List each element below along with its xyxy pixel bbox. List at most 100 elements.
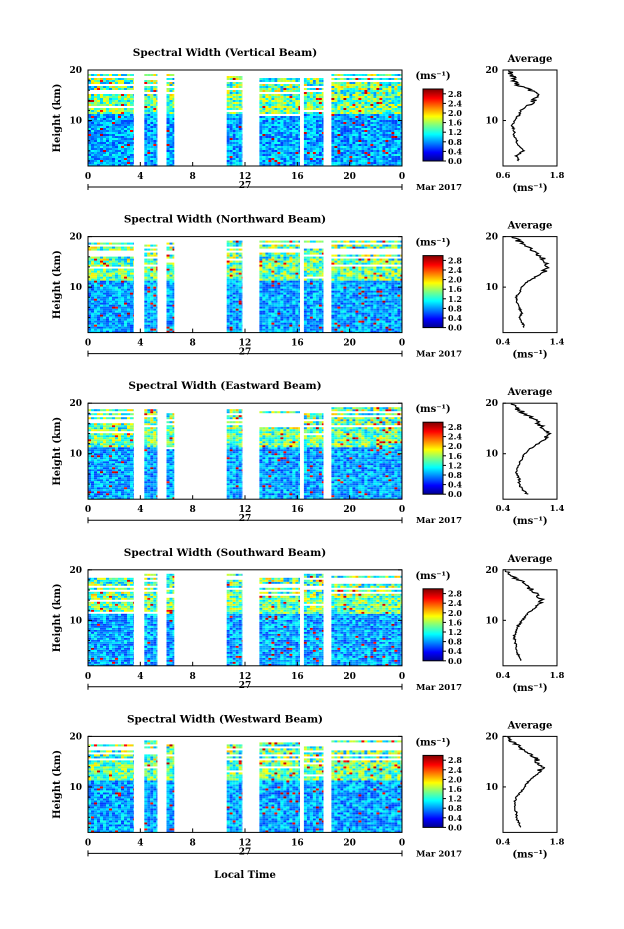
colorbar-tick-label: 1.2: [448, 127, 462, 137]
colorbar-tick-label: 0.4: [448, 480, 462, 490]
heatmap-cells: [88, 407, 402, 500]
colorbar-tick-label: 2.4: [448, 598, 462, 608]
y-tick-label: 20: [69, 233, 82, 243]
colorbar-tick-label: 1.6: [448, 118, 462, 128]
date-label: 27: [239, 181, 252, 191]
colorbar-tick-label: 0.8: [448, 803, 462, 813]
x-tick-label: 4: [137, 505, 143, 515]
y-axis-label: Height (km): [52, 583, 63, 652]
heatmap-cells: [88, 573, 402, 666]
colorbar-unit: (ms⁻¹): [415, 238, 450, 249]
profile-y-tick-label: 10: [485, 117, 498, 127]
colorbar-unit: (ms⁻¹): [415, 571, 450, 582]
panel-3: Spectral Width (Eastward Beam) 10 20 Height…: [52, 380, 564, 527]
x-tick-label: 0: [85, 672, 91, 682]
month-label: Mar 2017: [416, 350, 462, 360]
x-tick-label: 20: [343, 838, 356, 848]
profile-x-tick-label: 0.4: [496, 504, 511, 514]
colorbar-tick-label: 2.4: [448, 432, 462, 442]
panel-title: Spectral Width (Vertical Beam): [133, 47, 317, 59]
profile-title: Average: [507, 387, 553, 398]
x-tick-label: 12: [239, 339, 252, 349]
y-tick-label: 20: [69, 732, 82, 742]
colorbar-tick-label: 0.4: [448, 646, 462, 656]
date-label: 27: [239, 681, 252, 691]
colorbar-tick-label: 2.8: [448, 589, 462, 599]
colorbar: [422, 255, 444, 329]
colorbar-tick-label: 2.8: [448, 422, 462, 432]
x-tick-label: 20: [343, 339, 356, 349]
y-tick-label: 10: [69, 117, 82, 127]
x-tick-label: 12: [239, 838, 252, 848]
colorbar-unit: (ms⁻¹): [415, 737, 450, 748]
profile-x-label: (ms⁻¹): [512, 849, 547, 860]
x-tick-label: 16: [291, 505, 304, 515]
month-label: Mar 2017: [416, 683, 462, 693]
panel-title: Spectral Width (Westward Beam): [127, 713, 323, 725]
colorbar: [422, 88, 444, 162]
colorbar-tick-label: 0.0: [448, 656, 462, 666]
x-tick-label: 0: [399, 339, 405, 349]
profile-y-tick-label: 10: [485, 616, 498, 626]
x-tick-label: 20: [343, 672, 356, 682]
x-axis-label: Local Time: [214, 870, 276, 881]
profile-line: [507, 736, 546, 828]
colorbar: [422, 754, 444, 828]
heatmap-cells: [88, 240, 402, 333]
profile-frame: [502, 735, 558, 833]
x-tick-label: 20: [343, 505, 356, 515]
panel-title: Spectral Width (Northward Beam): [124, 214, 326, 226]
x-tick-label: 16: [291, 672, 304, 682]
colorbar-tick-label: 1.6: [448, 284, 462, 294]
x-tick-label: 8: [190, 505, 196, 515]
panel-2: Spectral Width (Northward Beam) 10 20 Heigh…: [52, 214, 564, 361]
x-tick-label: 4: [137, 672, 143, 682]
month-label: Mar 2017: [416, 516, 462, 526]
date-label: 27: [239, 847, 252, 857]
date-label: 27: [239, 514, 252, 524]
colorbar-tick-label: 0.0: [448, 822, 462, 832]
colorbar-tick-label: 1.2: [448, 627, 462, 637]
x-tick-label: 0: [85, 505, 91, 515]
colorbar-tick-label: 1.2: [448, 460, 462, 470]
x-tick-label: 4: [137, 339, 143, 349]
panel-5: Spectral Width (Westward Beam) 10 20 Height…: [52, 713, 564, 860]
colorbar-tick-label: 1.6: [448, 784, 462, 794]
profile-x-label: (ms⁻¹): [512, 350, 547, 361]
x-tick-label: 16: [291, 838, 304, 848]
profile-frame: [502, 402, 558, 500]
colorbar-tick-label: 2.0: [448, 774, 462, 784]
profile-frame: [502, 236, 558, 334]
profile-line: [510, 403, 552, 495]
y-tick-label: 10: [69, 283, 82, 293]
panel-1: Spectral Width (Vertical Beam) 10 20 Height…: [52, 47, 564, 194]
x-tick-label: 8: [190, 172, 196, 182]
x-tick-label: 0: [85, 838, 91, 848]
x-tick-label: 20: [343, 172, 356, 182]
x-tick-label: 0: [399, 838, 405, 848]
colorbar: [422, 588, 444, 662]
profile-x-label: (ms⁻¹): [512, 183, 547, 194]
profile-y-tick-label: 20: [485, 566, 498, 576]
colorbar-tick-label: 2.0: [448, 275, 462, 285]
x-tick-label: 16: [291, 339, 304, 349]
profile-y-tick-label: 20: [485, 66, 498, 76]
colorbar-tick-label: 2.4: [448, 98, 462, 108]
month-label: Mar 2017: [416, 849, 462, 859]
colorbar-tick-label: 2.4: [448, 765, 462, 775]
profile-x-label: (ms⁻¹): [512, 516, 547, 527]
month-label: Mar 2017: [416, 183, 462, 193]
y-axis-label: Height (km): [52, 417, 63, 486]
colorbar-tick-label: 2.8: [448, 755, 462, 765]
profile-line: [511, 236, 550, 328]
x-tick-label: 16: [291, 172, 304, 182]
colorbar-tick-label: 1.6: [448, 617, 462, 627]
colorbar-tick-label: 2.8: [448, 89, 462, 99]
profile-y-tick-label: 20: [485, 399, 498, 409]
x-tick-label: 12: [239, 505, 252, 515]
heatmap-cells: [88, 740, 402, 833]
x-tick-label: 12: [239, 672, 252, 682]
x-tick-label: 8: [190, 838, 196, 848]
y-tick-label: 20: [69, 566, 82, 576]
profile-x-tick-label: 0.4: [496, 338, 511, 348]
